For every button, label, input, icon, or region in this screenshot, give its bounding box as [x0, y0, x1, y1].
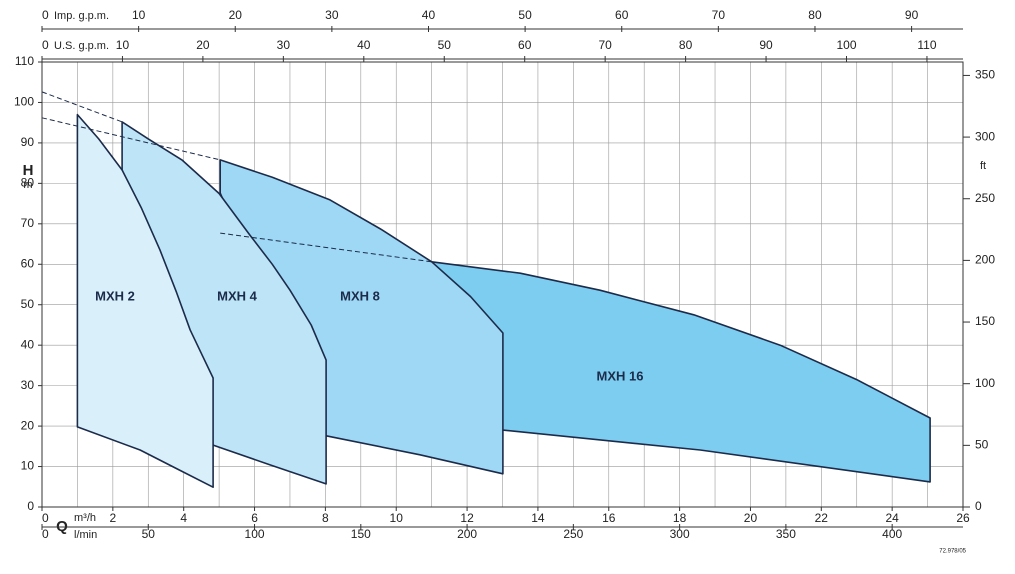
y2-tick-label: 50: [975, 438, 989, 452]
x-tick-label: 22: [815, 511, 829, 525]
secondary-tick-label: 110: [917, 38, 936, 52]
secondary-tick-label: 70: [598, 38, 612, 52]
x-tick-label: 24: [885, 511, 899, 525]
x-tick-label: 6: [251, 511, 258, 525]
plot-frame: [41, 61, 964, 508]
x-tick-label: 4: [180, 511, 187, 525]
footnote: 72.978/05: [939, 549, 966, 555]
region-label: MXH 8: [340, 288, 380, 303]
secondary-tick-label: 30: [325, 8, 339, 22]
x-tick-label: 16: [602, 511, 616, 525]
y2-tick-label: 300: [975, 129, 995, 143]
y-tick-label: 50: [21, 297, 35, 311]
y-tick-label: 100: [14, 95, 34, 109]
secondary-tick-label: 50: [438, 38, 452, 52]
secondary-tick-label: 80: [808, 8, 822, 22]
x-tick-label: 2: [110, 511, 117, 525]
y-tick-label: 80: [21, 176, 35, 190]
dashed-line: [41, 117, 221, 161]
y-axis-title: H: [23, 162, 34, 179]
secondary-tick-label: 60: [518, 38, 532, 52]
secondary-axis-label: U.S. g.p.m.: [54, 40, 109, 52]
secondary-tick-label: 100: [245, 527, 265, 541]
y-tick-label: 70: [21, 216, 35, 230]
secondary-tick-label: 0: [42, 8, 49, 22]
secondary-tick-label: 400: [882, 527, 902, 541]
x-tick-label: 20: [744, 511, 758, 525]
y-tick-label: 0: [27, 499, 34, 513]
secondary-tick-label: 300: [670, 527, 690, 541]
x-tick-label: 10: [390, 511, 404, 525]
x-tick-label: 14: [531, 511, 545, 525]
secondary-tick-label: 70: [712, 8, 726, 22]
secondary-tick-label: 40: [422, 8, 436, 22]
y2-tick-label: 0: [975, 499, 982, 513]
region-label: MXH 2: [95, 288, 135, 303]
y-axis-unit: m: [23, 179, 32, 191]
y2-tick-label: 150: [975, 314, 995, 328]
secondary-tick-label: 90: [905, 8, 919, 22]
y2-tick-label: 250: [975, 191, 995, 205]
x-tick-label: 8: [322, 511, 329, 525]
y2-tick-label: 200: [975, 253, 995, 267]
secondary-tick-label: 150: [351, 527, 371, 541]
pump-region: [430, 261, 931, 483]
secondary-tick-label: 80: [679, 38, 693, 52]
secondary-tick-label: 250: [563, 527, 583, 541]
secondary-tick-label: 10: [116, 38, 130, 52]
y-tick-label: 20: [21, 418, 35, 432]
secondary-tick-label: 0: [42, 38, 49, 52]
y2-axis-unit: ft: [980, 160, 986, 172]
secondary-tick-label: 60: [615, 8, 629, 22]
secondary-tick-label: 40: [357, 38, 371, 52]
pump-region: [121, 121, 327, 485]
y2-tick-label: 350: [975, 68, 995, 82]
secondary-axis-label: Imp. g.p.m.: [54, 10, 109, 22]
x-axis-title: Q: [56, 518, 68, 535]
pump-region: [76, 113, 214, 488]
dashed-line: [220, 232, 432, 263]
secondary-tick-label: 50: [142, 527, 156, 541]
y-tick-label: 90: [21, 135, 35, 149]
y-tick-label: 110: [15, 54, 34, 68]
region-label: MXH 4: [217, 288, 258, 303]
x-tick-label: 0: [42, 511, 49, 525]
y-tick-label: 30: [21, 378, 35, 392]
secondary-tick-label: 90: [759, 38, 773, 52]
region-label: MXH 16: [597, 368, 644, 383]
secondary-tick-label: 50: [518, 8, 532, 22]
secondary-axis-label: l/min: [74, 529, 97, 541]
secondary-tick-label: 100: [836, 38, 856, 52]
secondary-tick-label: 20: [229, 8, 243, 22]
dashed-line: [41, 91, 123, 123]
x-tick-label: 12: [460, 511, 474, 525]
secondary-tick-label: 350: [776, 527, 796, 541]
x-tick-label: 26: [956, 511, 970, 525]
y-tick-label: 40: [21, 337, 35, 351]
y-tick-label: 10: [21, 459, 35, 473]
x-tick-label: 18: [673, 511, 687, 525]
y2-tick-label: 100: [975, 376, 995, 390]
secondary-tick-label: 10: [132, 8, 146, 22]
secondary-tick-label: 200: [457, 527, 477, 541]
secondary-tick-label: 30: [277, 38, 291, 52]
secondary-tick-label: 0: [42, 527, 49, 541]
secondary-tick-label: 20: [196, 38, 210, 52]
x-axis-unit: m³/h: [74, 512, 96, 524]
y-tick-label: 60: [21, 256, 35, 270]
